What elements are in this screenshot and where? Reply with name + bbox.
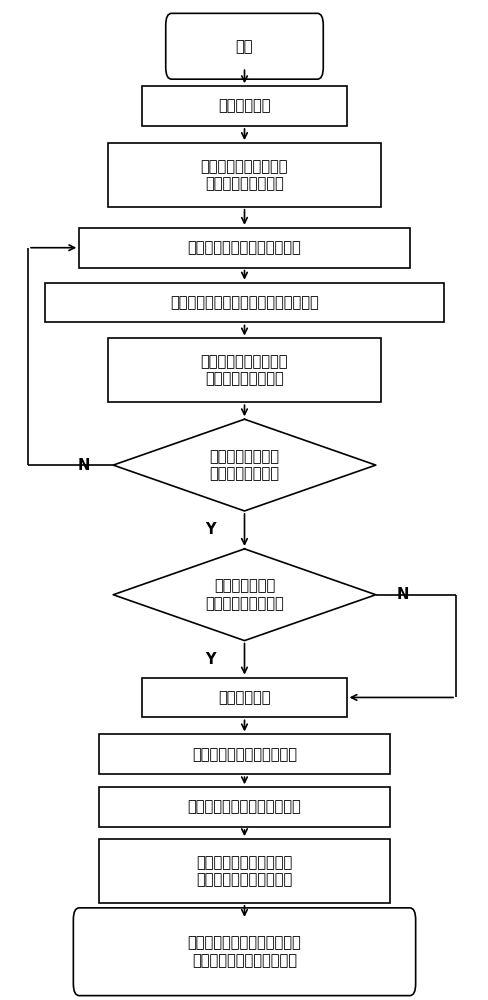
Text: N: N	[396, 587, 408, 602]
Text: Y: Y	[205, 652, 215, 667]
FancyBboxPatch shape	[73, 908, 415, 996]
Text: N: N	[78, 458, 90, 473]
Bar	[142, 86, 346, 126]
Text: 选择加权多馈入短路比最大的
为最终的电磁环网开环方案: 选择加权多馈入短路比最大的 为最终的电磁环网开环方案	[187, 936, 301, 968]
Text: 开始: 开始	[235, 39, 253, 54]
Bar	[45, 283, 443, 322]
Text: 进行分区合并: 进行分区合并	[218, 690, 270, 705]
Bar	[99, 839, 389, 903]
Text: 对待选开环方案进行安全校核: 对待选开环方案进行安全校核	[187, 800, 301, 815]
Text: 计算初始网络最短路径
长度及所有最短路径: 计算初始网络最短路径 长度及所有最短路径	[201, 159, 287, 191]
Bar	[99, 734, 389, 774]
Text: 电力网络简化: 电力网络简化	[218, 99, 270, 114]
Text: Y: Y	[205, 522, 215, 537]
Bar	[108, 338, 380, 402]
Text: 计算当前网络中所有边的介数: 计算当前网络中所有边的介数	[187, 240, 301, 255]
Text: 各枢纽站是否被划
分到不同的分区？: 各枢纽站是否被划 分到不同的分区？	[209, 449, 279, 481]
Bar	[108, 143, 380, 207]
FancyBboxPatch shape	[165, 13, 323, 79]
Text: 形成待选电磁环网开环方案: 形成待选电磁环网开环方案	[192, 747, 296, 762]
Bar	[79, 228, 409, 268]
Text: 计算当前网络最短路径
长度及所有最短路径: 计算当前网络最短路径 长度及所有最短路径	[201, 354, 287, 387]
Text: 找到介数最高的边并将其从网络中移除: 找到介数最高的边并将其从网络中移除	[170, 295, 318, 310]
Bar	[99, 787, 389, 827]
Bar	[142, 678, 346, 717]
Text: 计算满足安全校核条件的
方案的加权多馈入短路比: 计算满足安全校核条件的 方案的加权多馈入短路比	[196, 855, 292, 887]
Text: 各方案是否存在
不含枢纽站的分区？: 各方案是否存在 不含枢纽站的分区？	[204, 579, 284, 611]
